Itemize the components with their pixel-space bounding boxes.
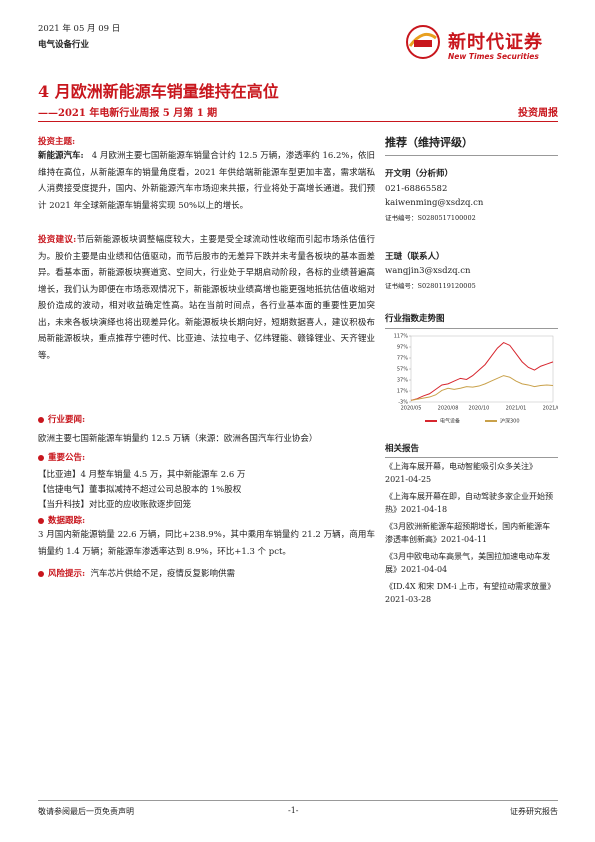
related-item: 《上海车展开幕在即，自动驾驶多家企业开始预热》2021-04-18 xyxy=(385,492,553,514)
email: wangjin3@xsdzq.cn xyxy=(385,266,471,276)
cert: 证书编号：S0280119120005 xyxy=(385,282,476,290)
page-number: -1- xyxy=(288,806,299,815)
date: 2021 年 05 月 09 日 xyxy=(38,24,121,34)
y-tick-label: 97% xyxy=(397,345,408,351)
rule xyxy=(385,155,558,156)
subtitle: ——2021 年电新行业周报 5 月第 1 期 xyxy=(38,108,218,119)
title-rule xyxy=(38,121,558,122)
rule xyxy=(385,328,558,329)
y-tick-label: 17% xyxy=(397,389,408,395)
rating: 推荐（维持评级） xyxy=(385,136,473,149)
text: 3 月国内新能源销量 22.6 万辆，同比+238.9%，其中乘用车销量约 21… xyxy=(38,530,375,557)
text: 欧洲主要七国新能源车销量约 12.5 万辆（来源：欧洲各国汽车行业协会） xyxy=(38,434,318,444)
text: 汽车芯片供给不足，疫情反复影响供需 xyxy=(90,569,236,579)
x-tick-label: 2021/04 xyxy=(543,406,558,412)
cert: 证书编号：S0280517100002 xyxy=(385,214,476,222)
analyst-name: 开文明（分析师） xyxy=(385,169,454,179)
related-item: 《上海车展开幕，电动智能吸引众多关注》2021-04-25 xyxy=(385,462,537,484)
heading-text: 行业要闻: xyxy=(48,415,86,425)
series-line xyxy=(410,342,554,401)
item: 【比亚迪】4 月整车销量 4.5 万，其中新能源车 2.6 万 xyxy=(38,470,246,480)
y-tick-label: 37% xyxy=(397,378,408,384)
related-list: 《上海车展开幕，电动智能吸引众多关注》2021-04-25 《上海车展开幕在即，自… xyxy=(385,460,558,610)
heading: 数据跟踪: xyxy=(38,514,85,526)
company-en: New Times Securities xyxy=(448,52,539,61)
text: 节后新能源板块调整幅度较大，主要是受全球流动性收缩而引起市场杀估值行为。股价主要… xyxy=(38,235,375,361)
heading: 重要公告: xyxy=(38,451,85,463)
x-tick-label: 2021/01 xyxy=(506,406,527,412)
risk: 风险提示: 汽车芯片供给不足，疫情反复影响供需 xyxy=(38,567,235,579)
related-item: 《ID.4X 和宋 DM-i 上市，有望拉动需求放量》2021-03-28 xyxy=(385,582,556,604)
related-item: 《3月欧洲新能源车超预期增长，国内新能源车渗透率创新高》2021-04-11 xyxy=(385,522,551,544)
y-tick-label: 117% xyxy=(394,334,409,340)
disclaimer: 敬请参阅最后一页免责声明 xyxy=(38,807,134,816)
heading-text: 数据跟踪: xyxy=(48,516,86,526)
index-chart: 117% 97% 77% 57% 37% 17% -3%2020/05 2020/08 2020… xyxy=(394,334,558,425)
heading: 投资建议: xyxy=(38,235,77,245)
related-item: 《3月中欧电动车高景气，美国拉加速电动车发展》2021-04-04 xyxy=(385,552,551,574)
footer-label: 证券研究报告 xyxy=(510,807,558,816)
text: 4 月欧洲主要七国新能源车销量合计约 12.5 万辆，渗透率约 16.2%，依旧… xyxy=(38,151,376,211)
legend-label: 电气设备 xyxy=(440,418,460,425)
report-type: 投资周报 xyxy=(518,108,558,119)
rule xyxy=(385,457,558,458)
industry: 电气设备行业 xyxy=(38,40,90,50)
y-tick-label: -3% xyxy=(398,400,408,406)
title: 4 月欧洲新能源车销量维持在高位 xyxy=(38,82,279,101)
paragraph: 新能源汽车: 4 月欧洲主要七国新能源车销量合计约 12.5 万辆，渗透率约 1… xyxy=(38,148,375,214)
heading-text: 风险提示: xyxy=(48,569,86,579)
item: 【当升科技】对比亚的应收账款逐步回笼 xyxy=(38,500,192,510)
phone: 021-68865582 xyxy=(385,184,448,194)
legend-label: 沪深300 xyxy=(500,418,520,425)
y-tick-label: 57% xyxy=(397,367,408,373)
x-tick-label: 2020/08 xyxy=(438,406,459,412)
heading: 投资主题: xyxy=(38,137,76,147)
x-tick-label: 2020/10 xyxy=(469,406,490,412)
logo xyxy=(406,25,440,59)
series-line xyxy=(410,375,554,401)
related-heading: 相关报告 xyxy=(385,444,420,454)
footer-rule xyxy=(38,800,558,801)
x-tick-label: 2020/05 xyxy=(401,406,422,412)
y-tick-label: 77% xyxy=(397,356,408,362)
heading: 行业要闻: xyxy=(38,413,85,425)
heading-text: 重要公告: xyxy=(48,453,86,463)
chart-title: 行业指数走势图 xyxy=(385,314,445,324)
company-name: 新时代证券 xyxy=(448,32,543,53)
analyst-name: 王琎（联系人） xyxy=(385,252,445,262)
email: kaiwenming@xsdzq.cn xyxy=(385,198,484,208)
lead: 新能源汽车: xyxy=(38,151,84,161)
paragraph: 投资建议:节后新能源板块调整幅度较大，主要是受全球流动性收缩而引起市场杀估值行为… xyxy=(38,232,375,364)
item: 【信捷电气】董事拟减持不超过公司总股本的 1%股权 xyxy=(38,485,242,495)
